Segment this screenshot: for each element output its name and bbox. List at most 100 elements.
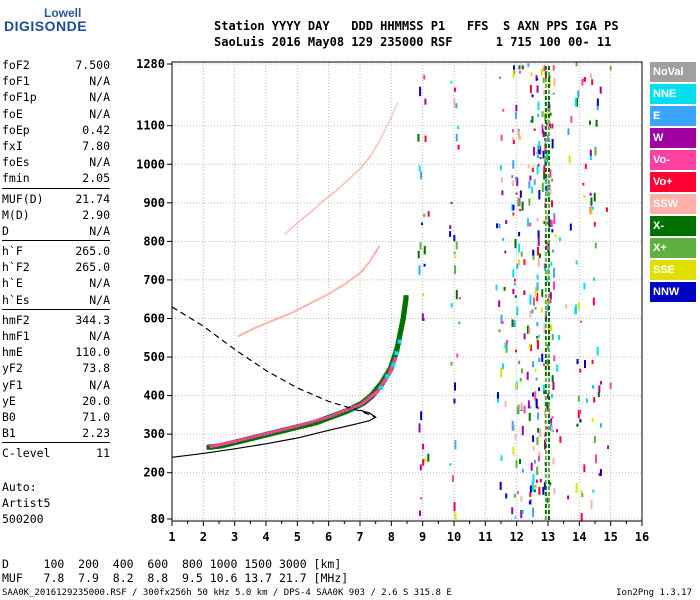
noise-echo [546,111,549,118]
third-hop-echo [381,134,384,137]
noise-echo [553,77,556,87]
noise-column [544,492,547,496]
noise-echo [576,359,579,365]
third-hop-echo [369,155,371,158]
noise-column [544,72,547,76]
noise-column [544,66,547,70]
muf-distance-table: D 100 200 400 600 800 1000 1500 3000 [km… [2,557,348,585]
noise-echo [535,398,538,409]
noise-echo [551,334,554,340]
x-trace-echo [319,417,323,421]
noise-echo [529,405,532,409]
noise-column [544,84,547,88]
third-hop-echo [377,141,380,144]
noise-echo [577,396,580,402]
multihop-echo [251,327,254,330]
cyan-echo [394,351,399,356]
noise-echo [536,85,539,93]
noise-echo [455,241,458,250]
param-value: 20.0 [82,393,110,408]
x-trace-echo [374,391,378,395]
noise-echo [519,136,522,140]
noise-echo [568,155,571,164]
noise-echo [575,260,578,265]
param-b1: B1 2.23 [2,425,110,441]
noise-echo [551,229,554,233]
multihop-echo [307,303,310,306]
noise-column [548,222,550,226]
third-hop-echo [326,197,328,199]
noise-echo [579,368,582,373]
noise-echo [520,368,523,374]
multihop-echo [363,266,366,269]
noise-column [544,468,547,472]
noise-echo [506,339,509,345]
noise-echo [590,208,593,215]
noise-column [548,426,550,430]
param-name: fmin [2,171,30,186]
x-trace-echo [234,439,238,443]
noise-echo [523,333,526,340]
multihop-echo [272,319,275,322]
noise-column [548,390,550,394]
noise-column [548,138,550,142]
noise-echo [596,346,599,356]
param-hmf1: hmF1 N/A [2,328,110,344]
o-trace-echo [400,319,406,325]
noise-echo [504,400,507,407]
x-trace-echo [222,442,226,446]
noise-column [544,144,547,148]
x-trace-echo [284,427,288,431]
param-value: 7.500 [75,58,110,72]
third-hop-echo [336,189,338,191]
noise-column [544,342,547,346]
x-tick-label: 3 [231,530,238,544]
noise-echo [549,112,552,116]
x-trace-echo [389,367,393,371]
third-hop-echo [311,210,313,213]
param-value: N/A [89,106,110,121]
noise-echo [499,481,502,490]
noise-column [544,354,547,358]
param-separator [2,240,110,242]
multihop-echo [262,323,265,326]
noise-echo [553,267,556,278]
third-hop-echo [352,174,354,176]
noise-echo [537,237,540,247]
third-hop-echo [386,124,388,127]
noise-echo [593,192,596,202]
noise-column [548,516,550,520]
third-hop-echo [342,183,344,186]
third-hop-echo [360,166,363,168]
noise-column [544,474,547,478]
noise-echo [590,197,593,206]
noise-echo [537,101,540,111]
param-fxi: fxI 7.80 [2,138,110,154]
noise-echo [596,104,599,111]
x-trace-echo [341,409,345,413]
noise-echo [589,73,592,79]
noise-echo [451,475,454,482]
noise-echo [531,168,534,172]
noise-echo [536,440,539,446]
noise-column [548,96,550,100]
third-hop-echo [373,149,375,152]
noise-echo [514,382,517,390]
noise-column [548,504,550,508]
param-name: C-level [2,446,51,461]
noise-column [548,210,550,214]
noise-echo [534,306,537,310]
noise-echo [581,492,584,498]
noise-echo [584,360,587,369]
multihop-echo [358,272,361,275]
noise-column [548,300,550,304]
noise-echo [501,320,504,324]
multihop-echo [365,264,368,267]
third-hop-echo [301,218,303,220]
noise-echo [532,392,535,397]
x-tick-label: 10 [447,530,461,544]
noise-echo [513,424,516,432]
third-hop-echo [391,113,394,115]
noise-echo [521,201,524,211]
